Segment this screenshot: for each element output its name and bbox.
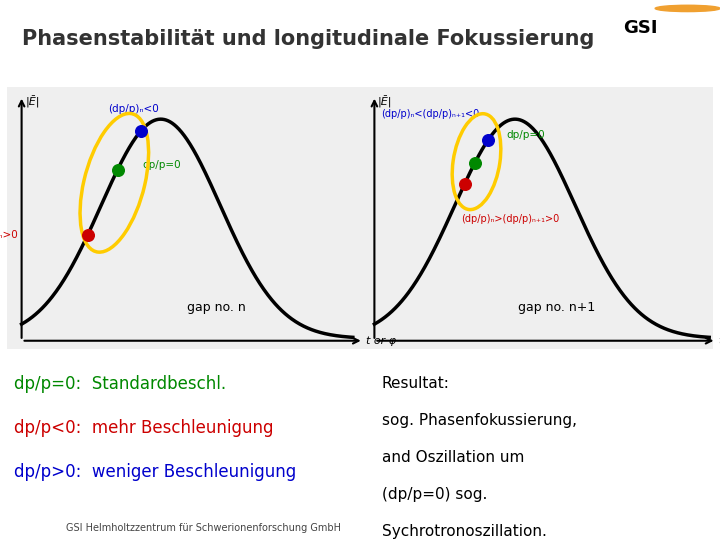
- Bar: [7, 87, 713, 349]
- Text: dp/p=0: dp/p=0: [143, 160, 181, 170]
- Circle shape: [655, 5, 720, 11]
- Text: gap no. n: gap no. n: [186, 301, 246, 314]
- Text: (dp/p)ₙ>0: (dp/p)ₙ>0: [0, 230, 18, 240]
- Point: [135, 127, 147, 136]
- Point: [459, 179, 471, 188]
- Text: and Oszillation um: and Oszillation um: [382, 450, 524, 465]
- Text: dp/p>0:  weniger Beschleunigung: dp/p>0: weniger Beschleunigung: [14, 463, 297, 481]
- Text: Sychrotronoszillation.: Sychrotronoszillation.: [382, 524, 546, 539]
- Text: GSI Helmholtzzentrum für Schwerionenforschung GmbH: GSI Helmholtzzentrum für Schwerionenfors…: [66, 523, 341, 533]
- Text: |Ē|: |Ē|: [25, 96, 40, 108]
- Text: |Ē|: |Ē|: [378, 96, 392, 108]
- Text: Phasenstabilität und longitudinale Fokussierung: Phasenstabilität und longitudinale Fokus…: [22, 29, 594, 49]
- Text: t or φ: t or φ: [366, 336, 396, 346]
- Text: Resultat:: Resultat:: [382, 376, 449, 391]
- Point: [482, 136, 494, 144]
- Text: dp/p=0:  Standardbeschl.: dp/p=0: Standardbeschl.: [14, 375, 227, 394]
- Text: dp/p=0: dp/p=0: [506, 131, 545, 140]
- Text: GSI: GSI: [623, 19, 657, 37]
- Text: (dp/p=0) sog.: (dp/p=0) sog.: [382, 487, 487, 502]
- Text: (dp/p)ₙ<(dp/p)ₙ₊₁<0: (dp/p)ₙ<(dp/p)ₙ₊₁<0: [382, 109, 480, 119]
- Text: sog. Phasenfokussierung,: sog. Phasenfokussierung,: [382, 413, 577, 428]
- Point: [112, 165, 123, 174]
- Text: (dp/p)ₙ>(dp/p)ₙ₊₁>0: (dp/p)ₙ>(dp/p)ₙ₊₁>0: [462, 214, 559, 224]
- Text: dp/p<0:  mehr Beschleunigung: dp/p<0: mehr Beschleunigung: [14, 419, 274, 437]
- Point: [469, 159, 481, 167]
- Point: [82, 230, 94, 239]
- Text: t or φ: t or φ: [719, 336, 720, 346]
- Text: gap no. n+1: gap no. n+1: [518, 301, 595, 314]
- Text: (dp/p)ₙ<0: (dp/p)ₙ<0: [108, 104, 159, 113]
